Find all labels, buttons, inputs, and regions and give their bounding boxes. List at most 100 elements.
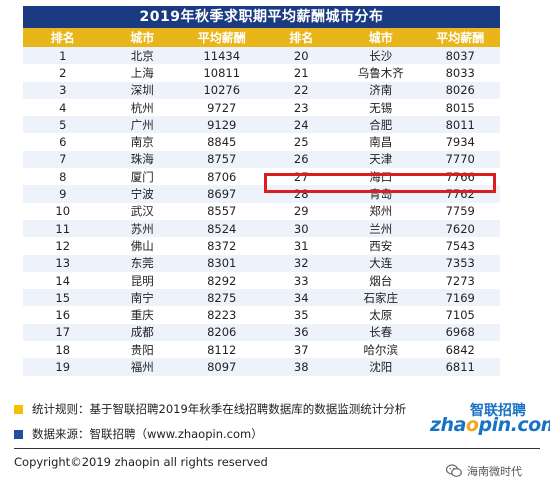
table-header-row: 排名 城市 平均薪酬 排名 城市 平均薪酬 bbox=[23, 28, 500, 47]
cell-city-2: 烟台 bbox=[341, 271, 421, 290]
cell-salary-1: 8097 bbox=[182, 358, 262, 376]
cell-rank-1: 8 bbox=[23, 168, 103, 186]
cell-city-1: 厦门 bbox=[102, 168, 182, 186]
cell-rank-2: 22 bbox=[261, 81, 341, 99]
cell-rank-1: 18 bbox=[23, 341, 103, 359]
cell-salary-2: 7105 bbox=[420, 306, 500, 324]
table-row: 10 武汉 8557 29 郑州 7759 bbox=[23, 202, 500, 220]
cell-salary-1: 8757 bbox=[182, 150, 262, 169]
cell-city-1: 北京 bbox=[102, 47, 182, 65]
cell-rank-1: 10 bbox=[23, 202, 103, 220]
cell-salary-1: 8112 bbox=[182, 341, 262, 359]
cell-salary-2: 7934 bbox=[420, 133, 500, 151]
cell-rank-1: 9 bbox=[23, 185, 103, 203]
cell-city-1: 武汉 bbox=[102, 202, 182, 220]
col-header-city-2: 城市 bbox=[341, 28, 421, 47]
cell-salary-2: 8037 bbox=[420, 47, 500, 65]
cell-city-1: 贵阳 bbox=[102, 341, 182, 359]
cell-city-1: 昆明 bbox=[102, 271, 182, 290]
col-header-rank-1: 排名 bbox=[23, 28, 103, 47]
cell-city-2: 无锡 bbox=[341, 98, 421, 117]
blue-square-icon bbox=[14, 429, 23, 439]
cell-rank-1: 5 bbox=[23, 116, 103, 134]
cell-city-1: 广州 bbox=[102, 116, 182, 134]
cell-rank-2: 34 bbox=[261, 289, 341, 307]
cell-rank-2: 37 bbox=[261, 341, 341, 359]
cell-rank-1: 12 bbox=[23, 237, 103, 255]
cell-city-2: 济南 bbox=[341, 81, 421, 99]
rule-text: 统计规则：基于智联招聘2019年秋季在线招聘数据库的数据监测统计分析 bbox=[32, 402, 407, 416]
cell-rank-1: 14 bbox=[23, 271, 103, 290]
cell-rank-2: 26 bbox=[261, 150, 341, 169]
cell-city-2: 沈阳 bbox=[341, 358, 421, 376]
cell-rank-2: 32 bbox=[261, 254, 341, 272]
cell-city-1: 宁波 bbox=[102, 185, 182, 203]
cell-rank-1: 6 bbox=[23, 133, 103, 151]
cell-city-1: 杭州 bbox=[102, 98, 182, 117]
cell-city-1: 佛山 bbox=[102, 237, 182, 255]
cell-salary-1: 8524 bbox=[182, 219, 262, 238]
table-row: 7 珠海 8757 26 天津 7770 bbox=[23, 150, 500, 169]
table-row: 14 昆明 8292 33 烟台 7273 bbox=[23, 271, 500, 290]
cell-salary-2: 8026 bbox=[420, 81, 500, 99]
col-header-salary-2: 平均薪酬 bbox=[420, 28, 500, 47]
cell-city-1: 南京 bbox=[102, 133, 182, 151]
cell-city-2: 哈尔滨 bbox=[341, 341, 421, 359]
table-row: 11 苏州 8524 30 兰州 7620 bbox=[23, 219, 500, 238]
cell-rank-2: 31 bbox=[261, 237, 341, 255]
cell-salary-1: 11434 bbox=[182, 47, 262, 65]
cell-rank-1: 15 bbox=[23, 289, 103, 307]
cell-salary-1: 8275 bbox=[182, 289, 262, 307]
cell-rank-2: 30 bbox=[261, 219, 341, 238]
cell-rank-1: 17 bbox=[23, 323, 103, 342]
legend-rule: 统计规则：基于智联招聘2019年秋季在线招聘数据库的数据监测统计分析 bbox=[14, 401, 406, 417]
table-row: 17 成都 8206 36 长春 6968 bbox=[23, 323, 500, 342]
cell-city-2: 郑州 bbox=[341, 202, 421, 220]
cell-salary-1: 8706 bbox=[182, 168, 262, 186]
cell-city-1: 成都 bbox=[102, 323, 182, 342]
cell-city-2: 石家庄 bbox=[341, 289, 421, 307]
footer-divider bbox=[14, 448, 540, 449]
cell-salary-2: 6968 bbox=[420, 323, 500, 342]
cell-rank-2: 33 bbox=[261, 271, 341, 290]
cell-salary-2: 6842 bbox=[420, 341, 500, 359]
cell-city-2: 乌鲁木齐 bbox=[341, 64, 421, 82]
logo-cn-text: 智联招聘 bbox=[470, 403, 526, 419]
page-title: 2019年秋季求职期平均薪酬城市分布 bbox=[23, 6, 500, 28]
cell-city-1: 福州 bbox=[102, 358, 182, 376]
table-row: 6 南京 8845 25 南昌 7934 bbox=[23, 133, 500, 151]
cell-salary-1: 10276 bbox=[182, 81, 262, 99]
table-row: 4 杭州 9727 23 无锡 8015 bbox=[23, 98, 500, 117]
cell-rank-1: 13 bbox=[23, 254, 103, 272]
cell-salary-1: 8206 bbox=[182, 323, 262, 342]
cell-salary-1: 8372 bbox=[182, 237, 262, 255]
cell-city-1: 南宁 bbox=[102, 289, 182, 307]
table-row: 15 南宁 8275 34 石家庄 7169 bbox=[23, 289, 500, 307]
cell-salary-1: 8557 bbox=[182, 202, 262, 220]
cell-rank-1: 16 bbox=[23, 306, 103, 324]
cell-rank-2: 24 bbox=[261, 116, 341, 134]
table-row: 16 重庆 8223 35 太原 7105 bbox=[23, 306, 500, 324]
col-header-city-1: 城市 bbox=[102, 28, 182, 47]
cell-salary-2: 7770 bbox=[420, 150, 500, 169]
yellow-square-icon bbox=[14, 404, 23, 414]
col-header-rank-2: 排名 bbox=[261, 28, 341, 47]
table-row: 2 上海 10811 21 乌鲁木齐 8033 bbox=[23, 64, 500, 82]
cell-city-2: 合肥 bbox=[341, 116, 421, 134]
wechat-icon bbox=[446, 464, 462, 477]
table-row: 12 佛山 8372 31 西安 7543 bbox=[23, 237, 500, 255]
cell-city-2: 天津 bbox=[341, 150, 421, 169]
cell-rank-2: 36 bbox=[261, 323, 341, 342]
cell-salary-1: 9129 bbox=[182, 116, 262, 134]
cell-salary-2: 7620 bbox=[420, 219, 500, 238]
cell-rank-2: 21 bbox=[261, 64, 341, 82]
cell-salary-1: 8223 bbox=[182, 306, 262, 324]
cell-rank-2: 20 bbox=[261, 47, 341, 65]
table-row: 3 深圳 10276 22 济南 8026 bbox=[23, 81, 500, 99]
cell-salary-2: 7169 bbox=[420, 289, 500, 307]
col-header-salary-1: 平均薪酬 bbox=[182, 28, 262, 47]
cell-city-2: 长春 bbox=[341, 323, 421, 342]
cell-city-2: 长沙 bbox=[341, 47, 421, 65]
cell-city-2: 西安 bbox=[341, 237, 421, 255]
table-row: 13 东莞 8301 32 大连 7353 bbox=[23, 254, 500, 272]
